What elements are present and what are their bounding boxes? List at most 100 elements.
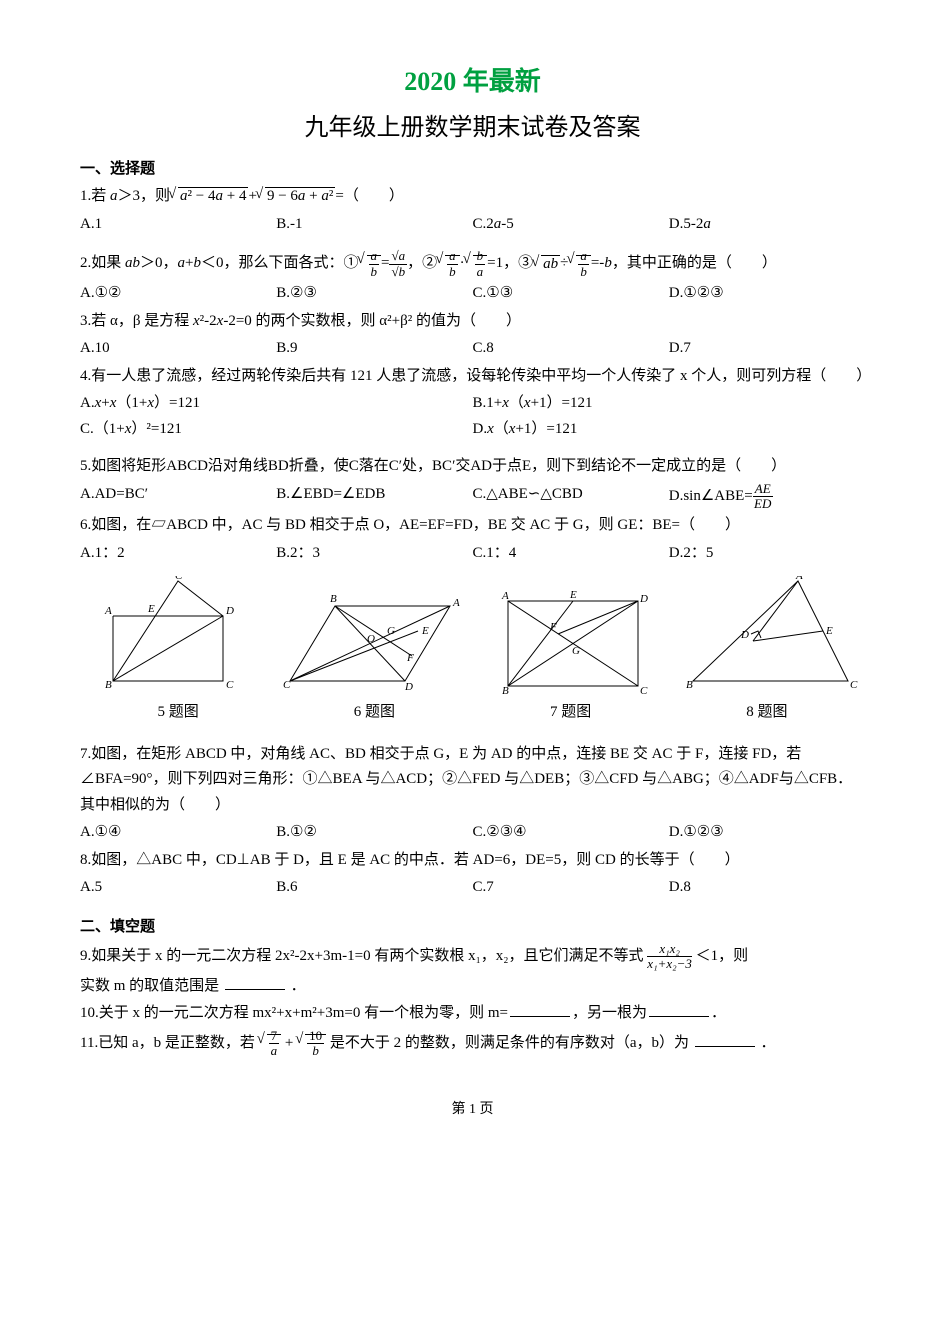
fig5-label: 5 题图 [80, 700, 276, 726]
q2-optD: D.①②③ [669, 281, 865, 307]
q11-blank[interactable] [695, 1031, 755, 1047]
q3-optD: D.7 [669, 336, 865, 362]
fig6-label: 6 题图 [276, 700, 472, 726]
q2-optB: B.②③ [276, 281, 472, 307]
q10-blank1[interactable] [510, 1001, 570, 1017]
q6-options: A.1：2 B.2：3 C.1：4 D.2：5 [80, 541, 865, 567]
q6-optD: D.2：5 [669, 541, 865, 567]
q3-options: A.10 B.9 C.8 D.7 [80, 336, 865, 362]
q5-optA: A.AD=BC′ [80, 482, 276, 512]
page-number: 第 1 页 [80, 1098, 865, 1122]
q5: 5.如图将矩形ABCD沿对角线BD折叠，使C落在C′处，BC′交AD于点E，则下… [80, 454, 865, 480]
q4-optB: B.1+x（x+1）=121 [473, 391, 866, 417]
fig7-label: 7 题图 [473, 700, 669, 726]
svg-text:D: D [404, 681, 413, 693]
q11-part1: 11.已知 a，b 是正整数，若 [80, 1035, 255, 1051]
fig5: A B C D E C' [80, 576, 275, 696]
edition-header: 2020 年最新 [80, 60, 865, 104]
fig8: A B C D E [670, 576, 865, 696]
svg-text:A: A [104, 605, 112, 617]
svg-text:F: F [549, 621, 557, 633]
q9-part2: ＜1，则 [696, 948, 749, 964]
q11: 11.已知 a，b 是正整数，若 7a + 10b 是不大于 2 的整数，则满足… [80, 1029, 865, 1059]
svg-text:B: B [105, 679, 112, 691]
svg-text:G: G [572, 645, 580, 657]
q7: 7.如图，在矩形 ABCD 中，对角线 AC、BD 相交于点 G，E 为 AD … [80, 742, 865, 819]
svg-text:A: A [501, 590, 509, 602]
q11-s1n: 7 [269, 1029, 280, 1044]
svg-text:E: E [147, 603, 155, 615]
q10: 10.关于 x 的一元二次方程 mx²+x+m²+3m=0 有一个根为零，则 m… [80, 1001, 865, 1027]
figures-row: A B C D E C' B A C D O G E F [80, 576, 865, 696]
q8-optD: D.8 [669, 875, 865, 901]
q11-period: ． [761, 1035, 776, 1051]
q7-optA: A.①④ [80, 820, 276, 846]
svg-text:E: E [569, 589, 577, 601]
q10-blank2[interactable] [649, 1001, 709, 1017]
q9-blank[interactable] [225, 974, 285, 990]
q8-optC: C.7 [473, 875, 669, 901]
q10-mid: ，另一根为 [572, 1005, 647, 1021]
q11-s2d: b [307, 1044, 324, 1058]
q8: 8.如图，△ABC 中，CD⊥AB 于 D，且 E 是 AC 的中点．若 AD=… [80, 848, 865, 874]
svg-text:O: O [367, 633, 375, 645]
q11-plus: + [285, 1035, 293, 1051]
q9: 9.如果关于 x 的一元二次方程 2x²-2x+3m-1=0 有两个实数根 x₁… [80, 942, 865, 972]
svg-text:E: E [825, 625, 833, 637]
figure-labels: 5 题图 6 题图 7 题图 8 题图 [80, 700, 865, 726]
q1-options: A.1 B.-1 C.2a-5 D.5-2a [80, 212, 865, 238]
svg-text:C: C [850, 679, 858, 691]
q8-options: A.5 B.6 C.7 D.8 [80, 875, 865, 901]
fig7: A E D B C F G [475, 586, 670, 696]
q1-optC: C.2a-5 [473, 212, 669, 238]
q1-optB: B.-1 [276, 212, 472, 238]
svg-text:B: B [330, 593, 337, 605]
svg-text:F: F [406, 652, 414, 664]
q9-part1: 9.如果关于 x 的一元二次方程 2x²-2x+3m-1=0 有两个实数根 x₁… [80, 948, 644, 964]
q6-optC: C.1：4 [473, 541, 669, 567]
q6: 6.如图，在▱ABCD 中，AC 与 BD 相交于点 O，AE=EF=FD，BE… [80, 513, 865, 539]
q4-options-row1: A.x+x（1+x）=121 B.1+x（x+1）=121 [80, 391, 865, 417]
q6-optA: A.1：2 [80, 541, 276, 567]
q3: 3.若 α，β 是方程 x²-2x-2=0 的两个实数根，则 α²+β² 的值为… [80, 309, 865, 335]
q10-part1: 10.关于 x 的一元二次方程 mx²+x+m²+3m=0 有一个根为零，则 m… [80, 1005, 508, 1021]
q8-optB: B.6 [276, 875, 472, 901]
svg-text:E: E [421, 625, 429, 637]
q1-optD: D.5-2a [669, 212, 865, 238]
q9-frac-den: x₁+x₂−3 [647, 957, 692, 971]
section2-heading: 二、填空题 [80, 915, 865, 941]
fig8-label: 8 题图 [669, 700, 865, 726]
svg-text:D: D [225, 605, 234, 617]
q4-optD: D.x（x+1）=121 [473, 417, 866, 443]
q7-optC: C.②③④ [473, 820, 669, 846]
q2: 2.如果 ab＞0，a+b＜0，那么下面各式：①ab=√a√b，②ab·ba=1… [80, 249, 865, 279]
q6-optB: B.2：3 [276, 541, 472, 567]
q7-options: A.①④ B.①② C.②③④ D.①②③ [80, 820, 865, 846]
q1-stem-a: 1.若 [80, 188, 110, 204]
q2-options: A.①② B.②③ C.①③ D.①②③ [80, 281, 865, 307]
svg-text:B: B [502, 685, 509, 696]
svg-text:G: G [387, 625, 395, 637]
q5-optD: D.sin∠ABE=AEED [669, 482, 865, 512]
svg-text:B: B [686, 679, 693, 691]
q4-optA: A.x+x（1+x）=121 [80, 391, 473, 417]
fig6: B A C D O G E F [275, 586, 475, 696]
q8-optA: A.5 [80, 875, 276, 901]
q5-optC: C.△ABE∽△CBD [473, 482, 669, 512]
q5-optB: B.∠EBD=∠EDB [276, 482, 472, 512]
svg-text:A: A [452, 597, 460, 609]
q9-frac-num: x₁x₂ [647, 942, 692, 957]
q4-options-row2: C.（1+x）²=121 D.x（x+1）=121 [80, 417, 865, 443]
q3-optA: A.10 [80, 336, 276, 362]
q9-period: ． [291, 978, 306, 994]
svg-text:D: D [740, 629, 749, 641]
q2-optC: C.①③ [473, 281, 669, 307]
q3-optC: C.8 [473, 336, 669, 362]
svg-text:C: C [226, 679, 234, 691]
svg-text:C': C' [175, 576, 185, 582]
q11-part2: 是不大于 2 的整数，则满足条件的有序数对（a，b）为 [330, 1035, 689, 1051]
q5-options: A.AD=BC′ B.∠EBD=∠EDB C.△ABE∽△CBD D.sin∠A… [80, 482, 865, 512]
q7-optB: B.①② [276, 820, 472, 846]
q4: 4.有一人患了流感，经过两轮传染后共有 121 人患了流感，设每轮传染中平均一个… [80, 364, 865, 390]
q9-line2: 实数 m 的取值范围是 ． [80, 974, 865, 1000]
